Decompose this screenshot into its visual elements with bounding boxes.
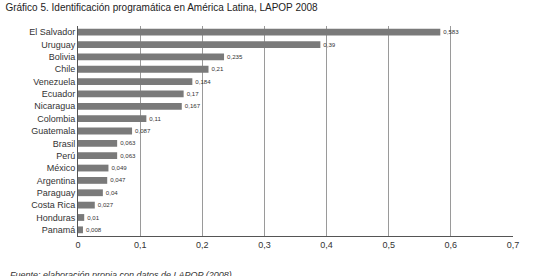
svg-text:0,39: 0,39 xyxy=(323,41,335,48)
svg-text:Honduras: Honduras xyxy=(36,213,76,223)
svg-text:0,167: 0,167 xyxy=(185,102,201,109)
svg-text:0,2: 0,2 xyxy=(196,240,209,250)
svg-text:Uruguay: Uruguay xyxy=(41,40,76,50)
svg-text:Guatemala: Guatemala xyxy=(31,126,75,136)
svg-text:Costa Rica: Costa Rica xyxy=(31,200,75,210)
svg-text:0,184: 0,184 xyxy=(195,78,211,85)
svg-text:Bolivia: Bolivia xyxy=(49,52,76,62)
svg-text:0,047: 0,047 xyxy=(110,176,126,183)
svg-text:0,7: 0,7 xyxy=(507,240,520,250)
svg-text:0,1: 0,1 xyxy=(134,240,147,250)
svg-text:Nicaragua: Nicaragua xyxy=(34,101,75,111)
svg-text:Fuente: elaboración propia con: Fuente: elaboración propia con datos de … xyxy=(10,270,234,276)
svg-text:0,063: 0,063 xyxy=(120,139,136,146)
svg-text:Chile: Chile xyxy=(55,64,76,74)
svg-text:0,087: 0,087 xyxy=(135,127,151,134)
svg-text:Panamá: Panamá xyxy=(42,225,76,235)
svg-text:Gráfico 5. Identificación prog: Gráfico 5. Identificación programática e… xyxy=(5,2,318,13)
svg-text:Paraguay: Paraguay xyxy=(37,188,76,198)
svg-text:0,4: 0,4 xyxy=(320,240,333,250)
svg-text:0,235: 0,235 xyxy=(227,53,243,60)
svg-text:0,01: 0,01 xyxy=(87,214,99,221)
svg-text:México: México xyxy=(47,163,76,173)
svg-text:0,008: 0,008 xyxy=(86,226,102,233)
svg-text:0,11: 0,11 xyxy=(149,115,161,122)
svg-text:0,049: 0,049 xyxy=(111,164,127,171)
svg-text:Ecuador: Ecuador xyxy=(42,89,76,99)
svg-text:El Salvador: El Salvador xyxy=(29,27,75,37)
svg-text:0,17: 0,17 xyxy=(187,90,199,97)
svg-text:0,027: 0,027 xyxy=(98,201,114,208)
svg-text:0,5: 0,5 xyxy=(382,240,395,250)
svg-text:0,3: 0,3 xyxy=(258,240,271,250)
svg-text:Venezuela: Venezuela xyxy=(33,77,75,87)
svg-text:0,063: 0,063 xyxy=(120,152,136,159)
svg-text:Argentina: Argentina xyxy=(37,176,76,186)
svg-text:0,04: 0,04 xyxy=(106,189,118,196)
svg-text:0,21: 0,21 xyxy=(211,65,223,72)
svg-text:Perú: Perú xyxy=(56,151,75,161)
svg-text:Colombia: Colombia xyxy=(37,114,75,124)
svg-text:0,6: 0,6 xyxy=(445,240,458,250)
svg-text:0: 0 xyxy=(75,240,80,250)
svg-text:Brasil: Brasil xyxy=(53,139,76,149)
svg-text:0,583: 0,583 xyxy=(443,28,459,35)
